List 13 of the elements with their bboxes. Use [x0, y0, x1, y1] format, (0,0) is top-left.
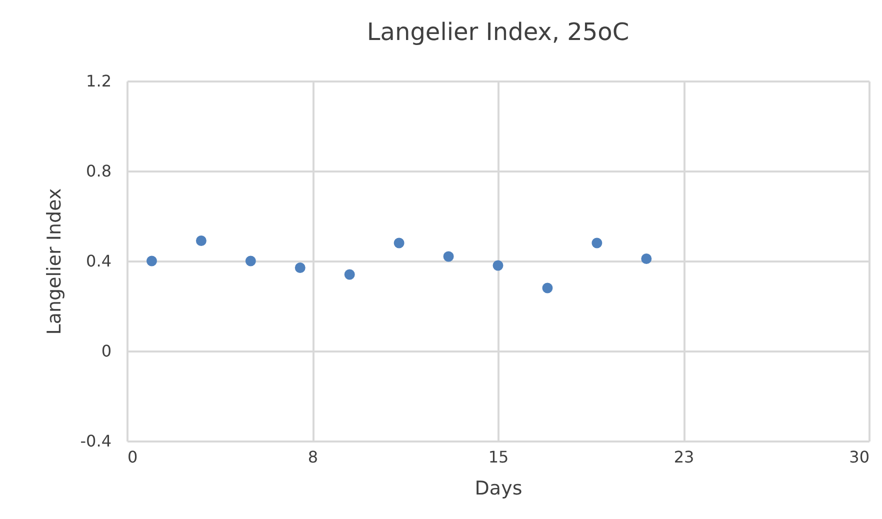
y-axis-title: Langelier Index — [43, 188, 66, 335]
y-tick-label: 0 — [101, 342, 112, 360]
chart-title: Langelier Index, 25oC — [366, 18, 630, 46]
x-tick-label: 23 — [674, 448, 694, 466]
x-tick-label: 15 — [488, 448, 509, 466]
y-tick-label: -0.4 — [80, 432, 112, 450]
x-axis-title: Days — [474, 478, 522, 500]
x-tick-label: 30 — [849, 448, 870, 466]
y-tick-label: 1.2 — [86, 72, 112, 90]
x-tick-label: 8 — [308, 448, 318, 466]
y-tick-label: 0.8 — [86, 162, 112, 180]
x-tick-label: 0 — [128, 448, 138, 466]
y-tick-label: 0.4 — [86, 252, 112, 270]
